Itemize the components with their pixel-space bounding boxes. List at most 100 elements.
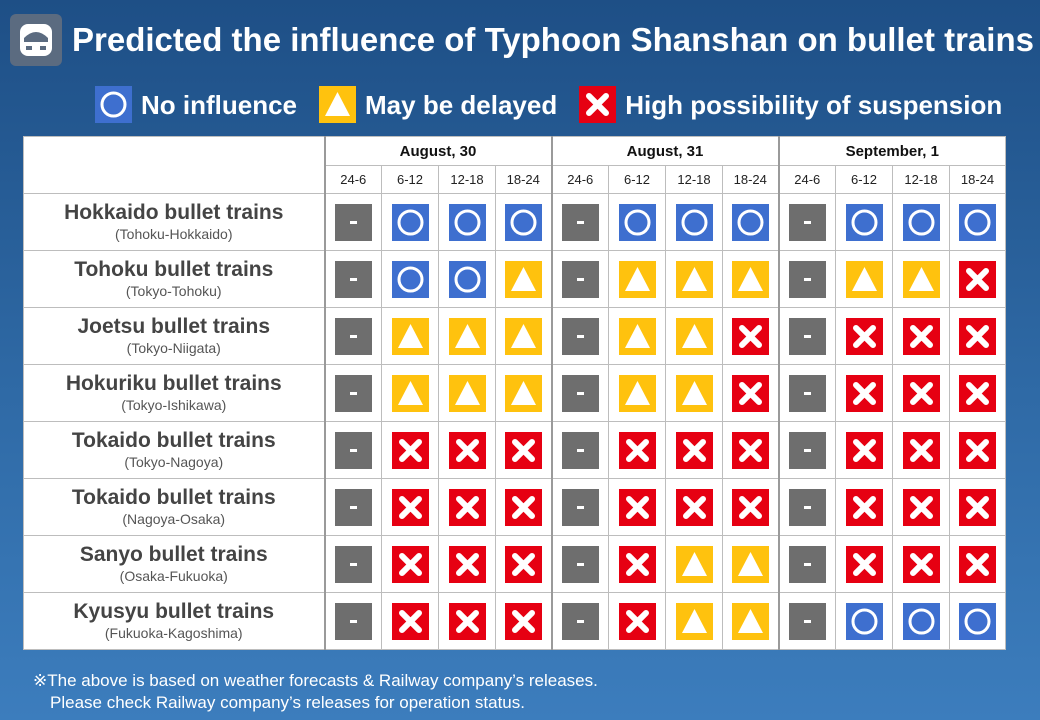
- status-cell: [722, 478, 779, 536]
- line-name: Joetsu bullet trains: [77, 315, 271, 338]
- triangle-icon: [319, 86, 357, 124]
- cross-icon: [504, 545, 542, 583]
- table-row: Tokaido bullet trains (Nagoya-Osaka): [23, 478, 1007, 536]
- time-slot-header: 18-24: [948, 165, 1007, 194]
- circle-icon: [902, 602, 940, 640]
- circle-icon: [618, 203, 656, 241]
- status-cell: [777, 364, 836, 422]
- status-cell: [381, 364, 439, 422]
- circle-icon: [391, 260, 429, 298]
- status-cell: [438, 592, 496, 650]
- status-cell: [892, 478, 950, 536]
- line-route: (Nagoya-Osaka): [122, 511, 226, 527]
- status-cell: [550, 592, 609, 650]
- legend: No influence May be delayed High possibi…: [95, 86, 1024, 124]
- status-cell: [381, 193, 439, 251]
- time-slot-header: 24-6: [323, 165, 382, 194]
- status-cell: [777, 193, 836, 251]
- line-name-cell: Tohoku bullet trains (Tokyo-Tohoku): [23, 250, 325, 308]
- dash-icon: [788, 203, 826, 241]
- status-cell: [381, 421, 439, 479]
- status-cell: [323, 535, 382, 593]
- status-cell: [722, 364, 779, 422]
- triangle-icon: [504, 260, 542, 298]
- status-cell: [665, 478, 723, 536]
- status-cell: [495, 592, 552, 650]
- dash-icon: [561, 374, 599, 412]
- status-cell: [323, 478, 382, 536]
- status-cell: [495, 421, 552, 479]
- table-row: Hokuriku bullet trains (Tokyo-Ishikawa): [23, 364, 1007, 422]
- status-cell: [835, 307, 893, 365]
- circle-icon: [504, 203, 542, 241]
- status-cell: [550, 193, 609, 251]
- status-cell: [835, 193, 893, 251]
- status-cell: [550, 250, 609, 308]
- line-name: Hokuriku bullet trains: [65, 372, 282, 395]
- legend-label: May be delayed: [365, 89, 558, 120]
- status-cell: [892, 193, 950, 251]
- line-route: (Tokyo-Tohoku): [125, 283, 222, 299]
- time-slot-header: 12-18: [438, 165, 496, 194]
- status-cell: [550, 535, 609, 593]
- cross-icon: [731, 488, 769, 526]
- day-header: August, 30: [323, 136, 552, 166]
- triangle-icon: [391, 317, 429, 355]
- circle-icon: [959, 203, 996, 241]
- cross-icon: [504, 488, 542, 526]
- status-cell: [550, 421, 609, 479]
- legend-item-may-be-delayed: May be delayed: [319, 86, 557, 124]
- status-cell: [892, 535, 950, 593]
- cross-icon: [391, 488, 429, 526]
- time-slot-header: 12-18: [892, 165, 950, 194]
- status-cell: [550, 307, 609, 365]
- status-cell: [892, 421, 950, 479]
- status-cell: [438, 307, 496, 365]
- cross-icon: [448, 431, 486, 469]
- circle-icon: [391, 203, 429, 241]
- status-cell: [665, 364, 723, 422]
- time-slot-header: 6-12: [608, 165, 666, 194]
- status-cell: [438, 535, 496, 593]
- line-name-cell: Tokaido bullet trains (Nagoya-Osaka): [23, 478, 325, 536]
- cross-icon: [504, 431, 542, 469]
- day-header: August, 31: [550, 136, 779, 166]
- status-cell: [608, 364, 666, 422]
- line-name: Hokkaido bullet trains: [64, 201, 284, 224]
- dash-icon: [788, 260, 826, 298]
- triangle-icon: [391, 374, 429, 412]
- legend-label: High possibility of suspension: [625, 89, 1003, 120]
- dash-icon: [561, 602, 599, 640]
- time-slot-header: 24-6: [777, 165, 836, 194]
- time-slot-header: 12-18: [665, 165, 723, 194]
- dash-icon: [334, 317, 372, 355]
- status-cell: [665, 535, 723, 593]
- triangle-icon: [504, 317, 542, 355]
- corner-cell: [23, 136, 325, 194]
- status-cell: [550, 364, 609, 422]
- status-cell: [948, 478, 1007, 536]
- line-name: Sanyo bullet trains: [79, 543, 268, 566]
- circle-icon: [902, 203, 940, 241]
- cross-icon: [845, 374, 883, 412]
- cross-icon: [579, 86, 617, 124]
- line-route: (Fukuoka-Kagoshima): [104, 625, 243, 641]
- bullet-train-icon: [10, 14, 62, 66]
- cross-icon: [902, 431, 940, 469]
- cross-icon: [845, 317, 883, 355]
- circle-icon: [448, 203, 486, 241]
- time-slot-header: 24-6: [550, 165, 609, 194]
- status-cell: [608, 193, 666, 251]
- line-name-cell: Kyusyu bullet trains (Fukuoka-Kagoshima): [23, 592, 325, 650]
- triangle-icon: [731, 545, 769, 583]
- triangle-icon: [448, 374, 486, 412]
- status-cell: [835, 535, 893, 593]
- cross-icon: [448, 488, 486, 526]
- page-title: Predicted the influence of Typhoon Shans…: [72, 21, 1034, 58]
- cross-icon: [731, 317, 769, 355]
- cross-icon: [448, 545, 486, 583]
- status-cell: [438, 478, 496, 536]
- line-name: Tokaido bullet trains: [71, 486, 276, 509]
- time-slot-header: 6-12: [381, 165, 439, 194]
- triangle-icon: [675, 317, 713, 355]
